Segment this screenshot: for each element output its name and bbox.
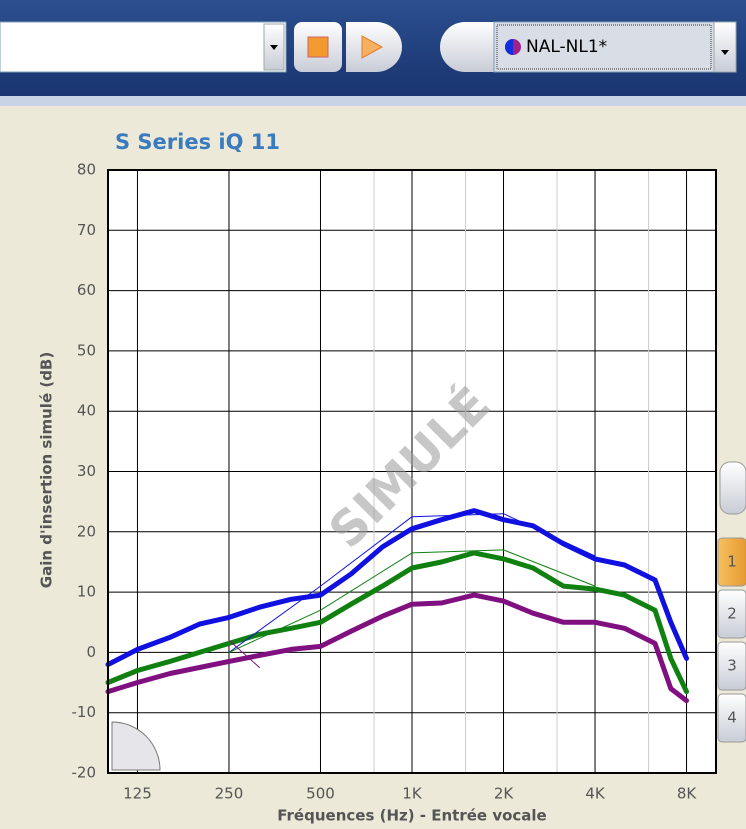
side-tab-label: 2 bbox=[727, 605, 737, 623]
y-tick-label: 60 bbox=[77, 281, 96, 299]
x-tick-label: 2K bbox=[494, 785, 515, 803]
plot-border bbox=[107, 169, 717, 774]
side-tab[interactable] bbox=[717, 693, 746, 743]
toolbar-edge bbox=[0, 96, 746, 106]
series-line bbox=[228, 513, 596, 653]
side-tab-label: 3 bbox=[727, 657, 737, 675]
side-tab[interactable] bbox=[717, 589, 746, 639]
y-tick-label: 80 bbox=[77, 161, 96, 179]
side-tab-label: 1 bbox=[727, 553, 737, 571]
pill-button[interactable] bbox=[440, 22, 505, 72]
preset-dropdown-arrow bbox=[721, 50, 729, 55]
series-line bbox=[228, 549, 596, 653]
y-tick-label: 10 bbox=[77, 583, 96, 601]
preset-icon-half bbox=[505, 39, 513, 55]
side-tabs: 1 2 3 4 bbox=[717, 537, 746, 743]
preset-dropdown[interactable] bbox=[713, 21, 737, 73]
preset-label: NAL-NL1* bbox=[526, 37, 607, 57]
chart-title: S Series iQ 11 bbox=[115, 130, 280, 154]
series-line bbox=[228, 639, 260, 668]
series-line bbox=[105, 550, 689, 695]
y-tick-label: -10 bbox=[72, 703, 97, 721]
focus-ring bbox=[496, 24, 712, 70]
series-line bbox=[105, 508, 689, 667]
y-axis-label: Gain d'insertion simulé (dB) bbox=[38, 352, 56, 588]
play-icon bbox=[361, 35, 384, 59]
side-tab[interactable] bbox=[717, 537, 746, 587]
x-tick-label: 250 bbox=[215, 785, 244, 803]
y-tick-label: 50 bbox=[77, 341, 96, 359]
lines bbox=[105, 508, 689, 704]
x-tick-label: 8K bbox=[677, 785, 698, 803]
x-axis-label: Fréquences (Hz) - Entrée vocale bbox=[277, 807, 546, 825]
side-tab[interactable] bbox=[717, 641, 746, 691]
link-button[interactable] bbox=[719, 461, 746, 515]
corner-control[interactable] bbox=[111, 721, 161, 771]
y-tick-label: 20 bbox=[77, 522, 96, 540]
side-tab-label: 4 bbox=[727, 709, 737, 727]
y-tick-label: 70 bbox=[77, 221, 96, 239]
y-tick-label: 0 bbox=[86, 643, 96, 661]
x-tick-label: 4K bbox=[585, 785, 606, 803]
x-tick-label: 1K bbox=[402, 785, 423, 803]
stop-icon bbox=[307, 36, 329, 58]
x-tick-label: 500 bbox=[306, 785, 335, 803]
series-line bbox=[105, 592, 689, 704]
dropdown-arrow bbox=[270, 45, 278, 50]
y-tick-label: -20 bbox=[72, 764, 97, 782]
y-tick-label: 40 bbox=[77, 402, 96, 420]
y-tick-label: 30 bbox=[77, 462, 96, 480]
x-tick-label: 125 bbox=[123, 785, 152, 803]
input-box[interactable] bbox=[0, 21, 287, 73]
